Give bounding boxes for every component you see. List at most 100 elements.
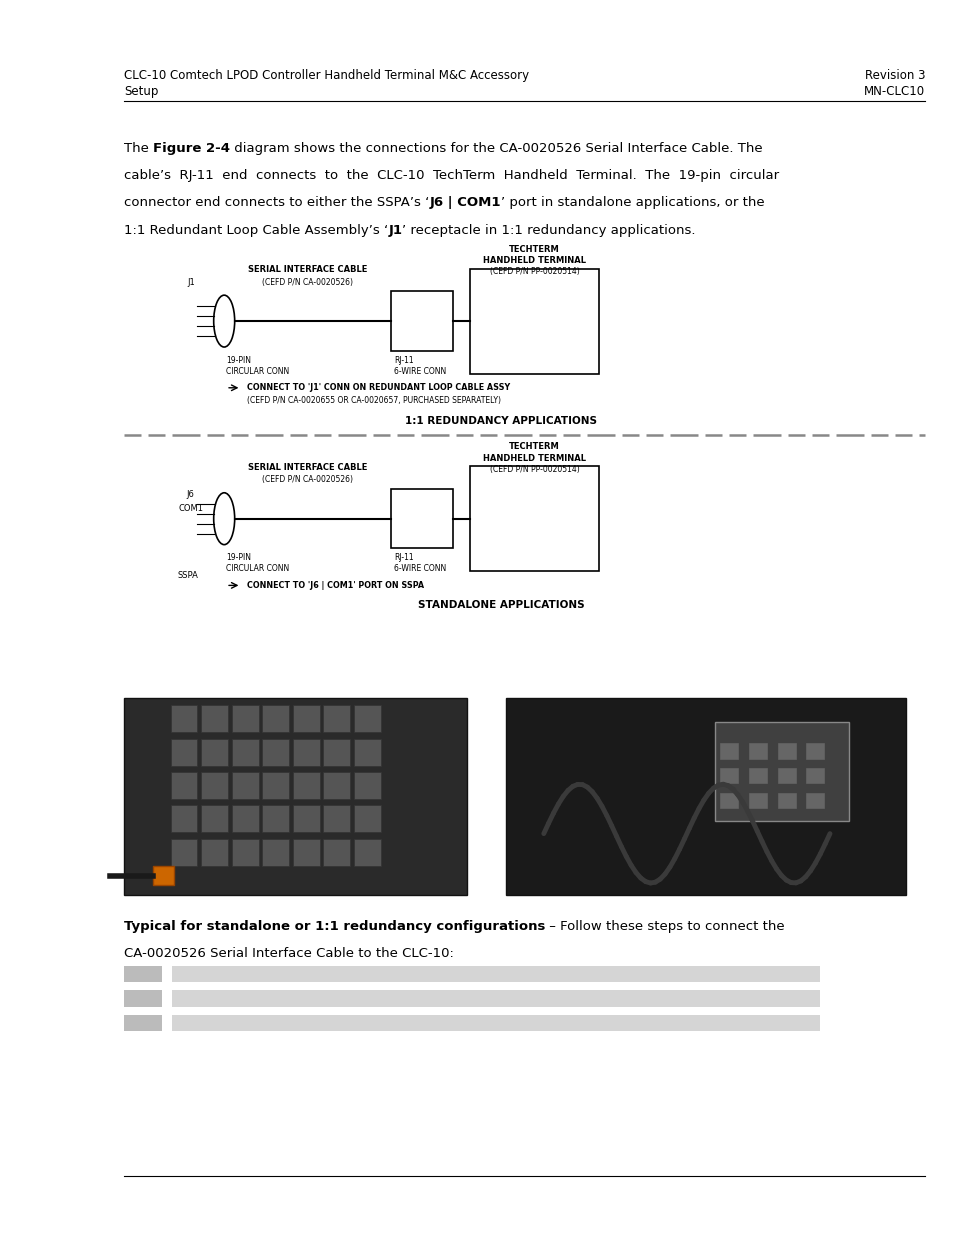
FancyBboxPatch shape (262, 772, 289, 799)
FancyBboxPatch shape (124, 966, 162, 982)
FancyBboxPatch shape (171, 705, 197, 732)
FancyBboxPatch shape (172, 1015, 820, 1031)
Text: Setup: Setup (124, 85, 158, 99)
FancyBboxPatch shape (262, 839, 289, 866)
FancyBboxPatch shape (201, 805, 228, 832)
FancyBboxPatch shape (171, 805, 197, 832)
Text: (CEFD P/N PP-0020514): (CEFD P/N PP-0020514) (489, 267, 579, 277)
Text: CIRCULAR CONN: CIRCULAR CONN (226, 564, 289, 573)
Text: (CEFD P/N CA-0020655 OR CA-0020657, PURCHASED SEPARATELY): (CEFD P/N CA-0020655 OR CA-0020657, PURC… (247, 395, 500, 405)
FancyBboxPatch shape (262, 739, 289, 766)
Text: J1: J1 (187, 278, 194, 287)
Text: ’ receptacle in 1:1 redundancy applications.: ’ receptacle in 1:1 redundancy applicati… (402, 224, 695, 237)
FancyBboxPatch shape (748, 743, 767, 760)
Text: HANDHELD TERMINAL: HANDHELD TERMINAL (483, 453, 585, 463)
FancyBboxPatch shape (171, 839, 197, 866)
FancyBboxPatch shape (201, 839, 228, 866)
FancyBboxPatch shape (323, 805, 350, 832)
Text: RJ-11: RJ-11 (394, 356, 414, 364)
FancyBboxPatch shape (293, 739, 319, 766)
FancyBboxPatch shape (323, 705, 350, 732)
FancyBboxPatch shape (354, 772, 380, 799)
FancyBboxPatch shape (805, 768, 824, 784)
Text: 1:1 REDUNDANCY APPLICATIONS: 1:1 REDUNDANCY APPLICATIONS (404, 416, 597, 426)
Text: SERIAL INTERFACE CABLE: SERIAL INTERFACE CABLE (247, 266, 367, 274)
FancyBboxPatch shape (232, 705, 258, 732)
Text: diagram shows the connections for the CA-0020526 Serial Interface Cable. The: diagram shows the connections for the CA… (230, 142, 762, 156)
FancyBboxPatch shape (805, 793, 824, 809)
Text: 19-PIN: 19-PIN (226, 356, 251, 364)
Text: cable’s  RJ-11  end  connects  to  the  CLC-10  TechTerm  Handheld  Terminal.  T: cable’s RJ-11 end connects to the CLC-10… (124, 169, 779, 183)
FancyBboxPatch shape (777, 793, 796, 809)
FancyBboxPatch shape (124, 1015, 162, 1031)
FancyBboxPatch shape (201, 772, 228, 799)
FancyBboxPatch shape (323, 839, 350, 866)
FancyBboxPatch shape (354, 705, 380, 732)
Text: (CEFD P/N CA-0020526): (CEFD P/N CA-0020526) (261, 278, 353, 287)
Text: – Follow these steps to connect the: – Follow these steps to connect the (545, 920, 784, 934)
Text: ’ port in standalone applications, or the: ’ port in standalone applications, or th… (500, 196, 763, 210)
Text: HANDHELD TERMINAL: HANDHELD TERMINAL (483, 256, 585, 266)
FancyBboxPatch shape (720, 768, 739, 784)
Text: J6: J6 (187, 490, 194, 499)
Text: (CEFD P/N CA-0020526): (CEFD P/N CA-0020526) (261, 475, 353, 484)
FancyBboxPatch shape (232, 805, 258, 832)
Text: SSPA: SSPA (177, 571, 198, 579)
Text: The: The (124, 142, 153, 156)
FancyBboxPatch shape (293, 772, 319, 799)
FancyBboxPatch shape (323, 772, 350, 799)
FancyBboxPatch shape (262, 705, 289, 732)
FancyBboxPatch shape (748, 793, 767, 809)
Text: TECHTERM: TECHTERM (509, 442, 559, 452)
Text: COM1: COM1 (178, 504, 203, 513)
FancyBboxPatch shape (124, 990, 162, 1007)
FancyBboxPatch shape (262, 805, 289, 832)
FancyBboxPatch shape (293, 839, 319, 866)
Text: CLC-10 Comtech LPOD Controller Handheld Terminal M&C Accessory: CLC-10 Comtech LPOD Controller Handheld … (124, 69, 529, 83)
FancyBboxPatch shape (152, 866, 173, 885)
FancyBboxPatch shape (777, 768, 796, 784)
FancyBboxPatch shape (715, 722, 848, 821)
FancyBboxPatch shape (720, 743, 739, 760)
FancyBboxPatch shape (354, 739, 380, 766)
FancyBboxPatch shape (293, 805, 319, 832)
Text: 6-WIRE CONN: 6-WIRE CONN (394, 564, 446, 573)
Text: Typical for standalone or 1:1 redundancy configurations: Typical for standalone or 1:1 redundancy… (124, 920, 545, 934)
FancyBboxPatch shape (505, 698, 905, 895)
Text: CONNECT TO 'J6 | COM1' PORT ON SSPA: CONNECT TO 'J6 | COM1' PORT ON SSPA (247, 580, 424, 590)
Text: connector end connects to either the SSPA’s ‘: connector end connects to either the SSP… (124, 196, 429, 210)
FancyBboxPatch shape (720, 793, 739, 809)
Text: SERIAL INTERFACE CABLE: SERIAL INTERFACE CABLE (247, 463, 367, 472)
FancyBboxPatch shape (805, 743, 824, 760)
FancyBboxPatch shape (354, 839, 380, 866)
Text: TECHTERM: TECHTERM (509, 245, 559, 254)
Text: CA-0020526 Serial Interface Cable to the CLC-10:: CA-0020526 Serial Interface Cable to the… (124, 947, 454, 961)
FancyBboxPatch shape (201, 705, 228, 732)
FancyBboxPatch shape (201, 739, 228, 766)
FancyBboxPatch shape (354, 805, 380, 832)
Text: Revision 3: Revision 3 (864, 69, 924, 83)
Text: 6-WIRE CONN: 6-WIRE CONN (394, 367, 446, 375)
FancyBboxPatch shape (171, 739, 197, 766)
Text: MN-CLC10: MN-CLC10 (863, 85, 924, 99)
Text: (CEFD P/N PP-0020514): (CEFD P/N PP-0020514) (489, 464, 579, 474)
Text: CONNECT TO 'J1' CONN ON REDUNDANT LOOP CABLE ASSY: CONNECT TO 'J1' CONN ON REDUNDANT LOOP C… (247, 383, 510, 393)
FancyBboxPatch shape (172, 966, 820, 982)
Text: Figure 2-4: Figure 2-4 (153, 142, 230, 156)
Text: J1: J1 (388, 224, 402, 237)
FancyBboxPatch shape (323, 739, 350, 766)
Text: 1:1 Redundant Loop Cable Assembly’s ‘: 1:1 Redundant Loop Cable Assembly’s ‘ (124, 224, 388, 237)
Text: CIRCULAR CONN: CIRCULAR CONN (226, 367, 289, 375)
FancyBboxPatch shape (777, 743, 796, 760)
FancyBboxPatch shape (293, 705, 319, 732)
Text: J6 | COM1: J6 | COM1 (429, 196, 500, 210)
FancyBboxPatch shape (124, 698, 467, 895)
FancyBboxPatch shape (171, 772, 197, 799)
FancyBboxPatch shape (748, 768, 767, 784)
FancyBboxPatch shape (232, 839, 258, 866)
FancyBboxPatch shape (232, 772, 258, 799)
Text: 19-PIN: 19-PIN (226, 553, 251, 562)
Text: STANDALONE APPLICATIONS: STANDALONE APPLICATIONS (417, 600, 583, 610)
FancyBboxPatch shape (232, 739, 258, 766)
FancyBboxPatch shape (172, 990, 820, 1007)
